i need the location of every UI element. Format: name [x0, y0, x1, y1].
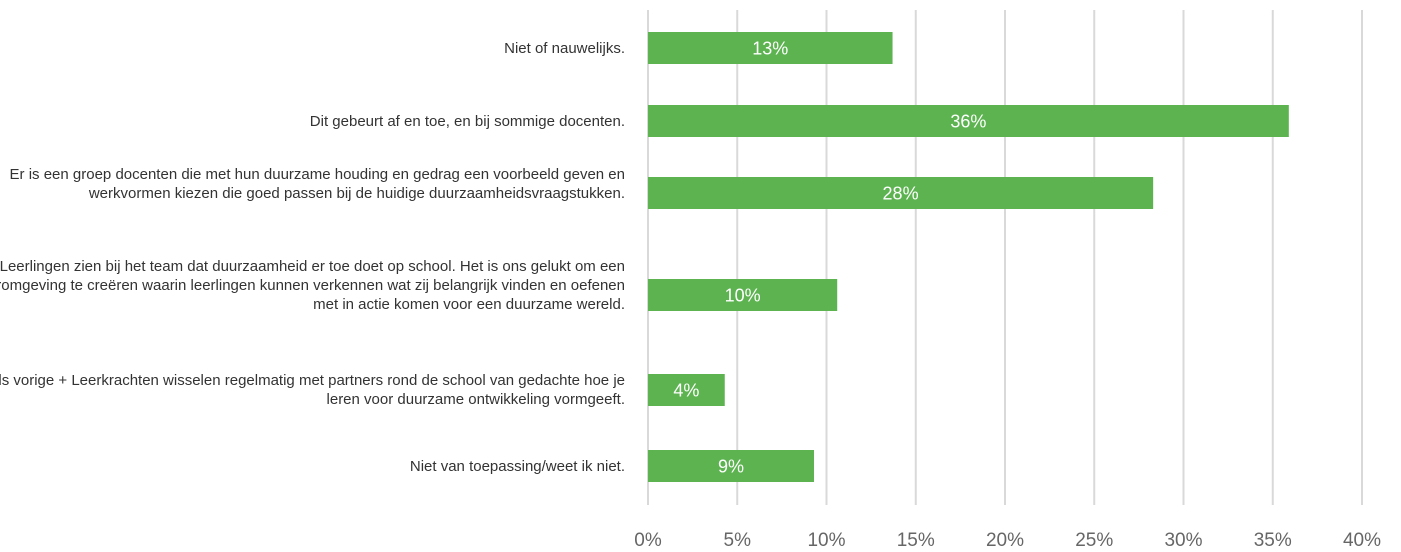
category-label: Als vorige + Leerkrachten wisselen regel… [0, 372, 625, 408]
bar-value-label: 13% [752, 39, 788, 59]
bar-value-label: 36% [950, 112, 986, 132]
bar [648, 32, 893, 64]
category-label: Dit gebeurt af en toe, en bij sommige do… [309, 112, 625, 130]
x-tick-label: 10% [807, 530, 845, 551]
bar [648, 105, 1289, 137]
x-tick-label: 0% [634, 530, 662, 551]
x-tick-label: 20% [986, 530, 1024, 551]
bar [648, 450, 815, 482]
bar [648, 279, 838, 311]
bar [648, 177, 1154, 209]
x-tick-label: 35% [1254, 530, 1292, 551]
bar-value-label: 28% [883, 184, 919, 204]
bar-value-label: 10% [725, 286, 761, 306]
x-tick-label: 25% [1075, 530, 1113, 551]
category-label: Er is een groep docenten die met hun duu… [9, 165, 625, 202]
x-tick-label: 40% [1343, 530, 1381, 551]
x-tick-label: 5% [724, 530, 752, 551]
bar-value-label: 9% [718, 457, 744, 477]
category-label: Niet of nauwelijks. [504, 39, 625, 57]
bar-value-label: 4% [673, 381, 699, 401]
x-tick-label: 30% [1164, 530, 1202, 551]
category-label: Leerlingen zien bij het team dat duurzaa… [0, 258, 625, 313]
category-label: Niet van toepassing/weet ik niet. [409, 457, 625, 475]
x-tick-label: 15% [897, 530, 935, 551]
bar [648, 374, 725, 406]
